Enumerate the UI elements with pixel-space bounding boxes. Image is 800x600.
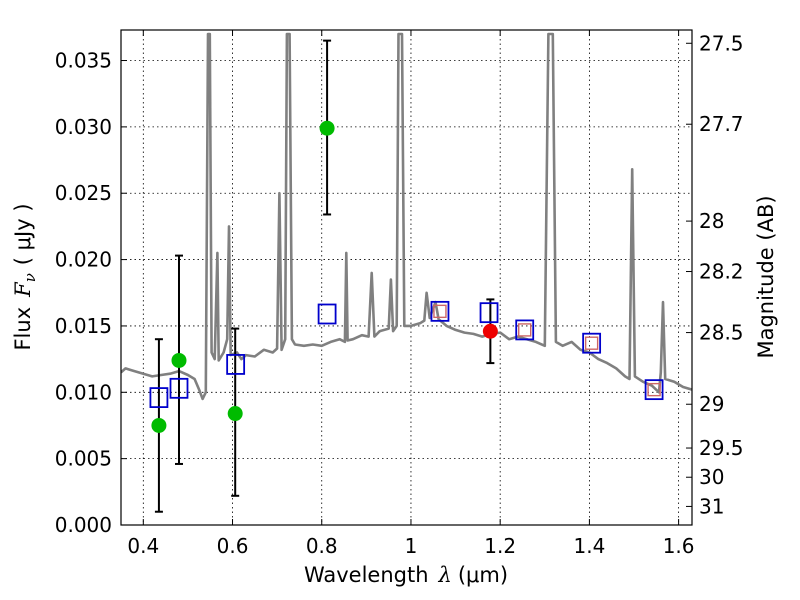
model-square-marker (317, 303, 337, 325)
model-square-marker (430, 300, 450, 322)
observed-point (151, 417, 167, 433)
inner-square-marker (584, 336, 599, 350)
x-tick-label: 1 (405, 534, 418, 558)
model-square-marker (226, 354, 246, 375)
y-tick-label: 0.005 (55, 447, 112, 471)
y-axis-symbol: F (11, 281, 35, 298)
model-square-marker (644, 379, 664, 401)
x-tick-label: 0.4 (127, 534, 159, 558)
y-axis-unit: ( μJy ) (11, 203, 35, 265)
inner-square-marker (433, 304, 447, 319)
observed-point (482, 323, 498, 339)
right-tick-label: 29.5 (699, 436, 744, 460)
markers (149, 120, 664, 433)
observed-point (227, 406, 243, 422)
right-tick-label: 28.5 (699, 321, 744, 345)
model-square-marker (149, 387, 169, 409)
right-tick-label: 27.7 (699, 112, 744, 136)
x-tick-label: 1.6 (663, 534, 695, 558)
x-tick-label: 1.4 (573, 534, 605, 558)
right-tick-label: 29 (699, 392, 724, 416)
axis-ticks: 0.4 0.6 0.8 1 1.2 1.4 1.6 0.000 0.005 0.010 0.015 0… (55, 30, 744, 558)
y-axis-title: Flux Fν ( μJy ) (11, 203, 39, 350)
observed-point (319, 120, 335, 136)
right-tick-label: 28.2 (699, 260, 744, 284)
model-square-marker (169, 377, 189, 399)
right-tick-label: 30 (699, 465, 724, 489)
x-axis-symbol: λ (438, 563, 452, 587)
y-tick-label: 0.000 (55, 513, 112, 537)
model-square-marker (479, 302, 499, 324)
y-tick-label: 0.015 (55, 314, 112, 338)
y-tick-label: 0.010 (55, 380, 112, 404)
y-axis-title-text: Flux (11, 307, 35, 351)
right-tick-label: 31 (699, 494, 724, 518)
y-axis-subscript: ν (21, 273, 39, 282)
y-tick-label: 0.025 (55, 181, 112, 205)
model-square-marker (582, 332, 602, 354)
plot-frame (120, 29, 693, 526)
sed-model-line (121, 32, 692, 401)
right-tick-label: 28 (699, 209, 724, 233)
x-axis-title: Wavelength λ (μm) (304, 563, 508, 587)
y-tick-label: 0.030 (55, 115, 112, 139)
x-tick-label: 1.2 (484, 534, 516, 558)
x-axis-unit: (μm) (458, 563, 508, 587)
y-tick-label: 0.035 (55, 49, 112, 73)
model-square-marker (515, 319, 535, 341)
data-series (121, 32, 692, 401)
right-axis-title: Magnitude (AB) (754, 195, 778, 358)
inner-square-marker (647, 382, 661, 397)
x-axis-title-text: Wavelength (304, 563, 429, 587)
right-tick-label: 27.5 (699, 31, 744, 55)
inner-square-marker (518, 323, 532, 337)
x-tick-label: 0.8 (306, 534, 338, 558)
y-tick-label: 0.020 (55, 248, 112, 272)
x-tick-label: 0.6 (217, 534, 249, 558)
observed-point (171, 352, 187, 368)
